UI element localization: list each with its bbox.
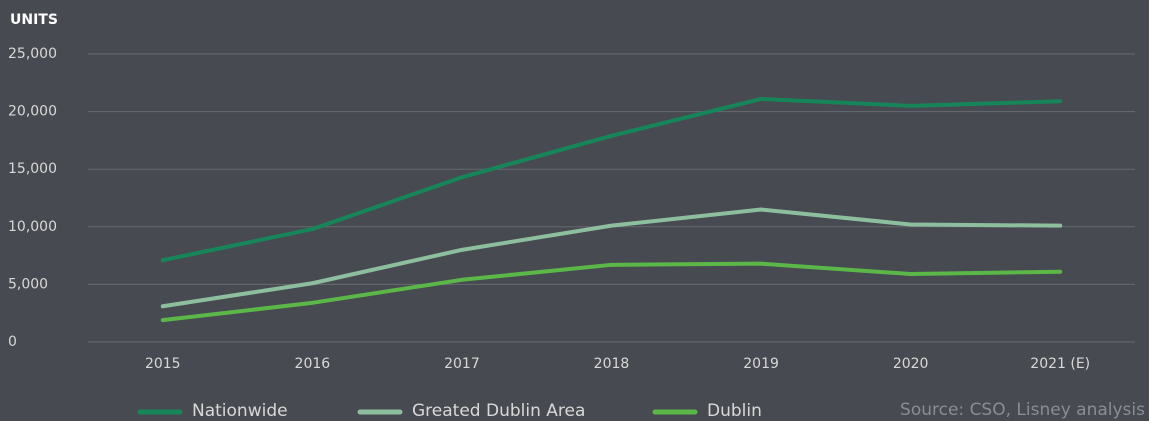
- x-tick-label: 2018: [594, 356, 630, 372]
- x-tick-label: 2017: [444, 356, 480, 372]
- y-tick-label: 5,000: [8, 276, 48, 292]
- x-tick-label: 2015: [145, 356, 181, 372]
- series-line: [160, 207, 1063, 309]
- y-axis-label: UNITS: [10, 12, 58, 28]
- x-tick-label: 2020: [893, 356, 929, 372]
- y-tick-label: 20,000: [8, 104, 57, 120]
- y-tick-label: 25,000: [8, 46, 57, 62]
- source: Source: CSO, Lisney analysis: [900, 400, 1145, 420]
- y-tick-label: 15,000: [8, 161, 57, 177]
- legend-label: Greated Dublin Area: [412, 401, 585, 421]
- series-line: [160, 96, 1063, 263]
- x-tick-label: 2019: [743, 356, 779, 372]
- legend-label: Nationwide: [192, 401, 288, 421]
- y-tick-label: 0: [8, 334, 17, 350]
- x-tick-label: 2021 (E): [1030, 356, 1090, 372]
- x-tick-label: 2016: [295, 356, 331, 372]
- legend-label: Dublin: [707, 401, 762, 421]
- series-line: [160, 261, 1063, 323]
- y-tick-label: 10,000: [8, 219, 57, 235]
